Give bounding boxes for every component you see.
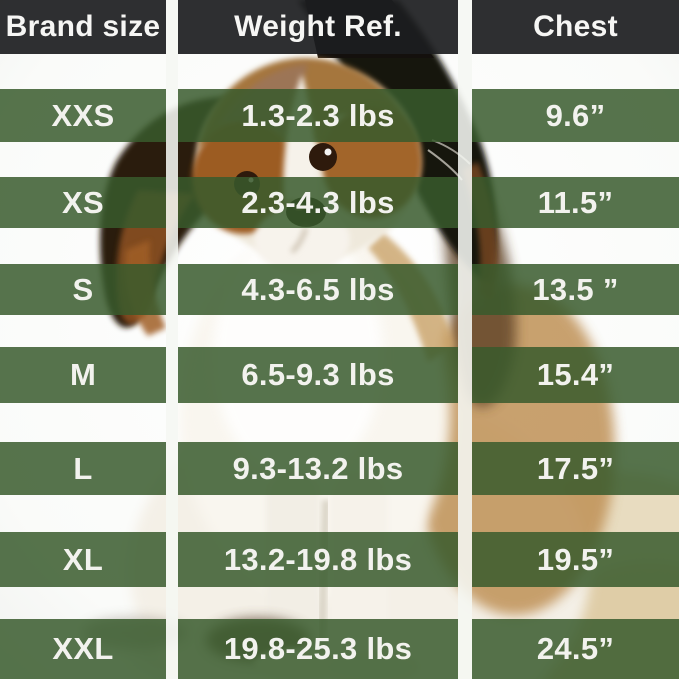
table-row-s: S 4.3-6.5 lbs 13.5 ” [0,264,679,315]
header-chest: Chest [472,0,679,54]
header-weight-ref: Weight Ref. [178,0,458,54]
weight-cell: 6.5-9.3 lbs [178,347,458,403]
weight-cell: 1.3-2.3 lbs [178,89,458,142]
size-cell: XXL [0,619,166,679]
column-divider-1 [166,0,178,679]
table-row-xs: XS 2.3-4.3 lbs 11.5” [0,177,679,228]
size-cell: L [0,442,166,495]
table-header-row: Brand size Weight Ref. Chest [0,0,679,54]
chest-cell: 11.5” [472,177,679,228]
table-row-m: M 6.5-9.3 lbs 15.4” [0,347,679,403]
table-row-xxs: XXS 1.3-2.3 lbs 9.6” [0,89,679,142]
table-row-xl: XL 13.2-19.8 lbs 19.5” [0,532,679,587]
weight-cell: 19.8-25.3 lbs [178,619,458,679]
weight-cell: 2.3-4.3 lbs [178,177,458,228]
size-cell: XL [0,532,166,587]
chest-cell: 9.6” [472,89,679,142]
column-divider-2 [458,0,472,679]
weight-cell: 4.3-6.5 lbs [178,264,458,315]
chest-cell: 13.5 ” [472,264,679,315]
chest-cell: 19.5” [472,532,679,587]
size-cell: XXS [0,89,166,142]
weight-cell: 13.2-19.8 lbs [178,532,458,587]
chest-cell: 17.5” [472,442,679,495]
chest-cell: 24.5” [472,619,679,679]
size-cell: XS [0,177,166,228]
header-brand-size: Brand size [0,0,166,54]
table-row-l: L 9.3-13.2 lbs 17.5” [0,442,679,495]
weight-cell: 9.3-13.2 lbs [178,442,458,495]
table-row-xxl: XXL 19.8-25.3 lbs 24.5” [0,619,679,679]
size-cell: M [0,347,166,403]
size-cell: S [0,264,166,315]
chest-cell: 15.4” [472,347,679,403]
